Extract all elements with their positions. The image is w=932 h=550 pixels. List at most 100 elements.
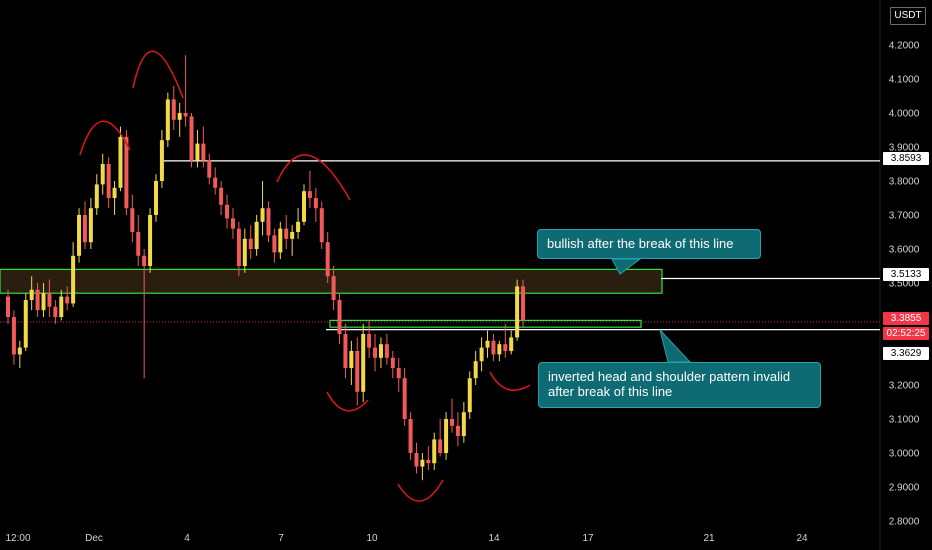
candle-body [260,208,265,222]
x-tick-label: 24 [796,533,808,544]
candle-body [11,317,16,355]
y-tick-label: 4.0000 [889,109,920,120]
y-tick-label: 2.8000 [889,517,920,528]
x-tick-label: 12:00 [5,533,30,544]
upper-line-price-tag: 3.8593 [883,152,929,165]
candle-body [384,344,389,358]
candle-body [307,191,312,198]
candle-body [53,306,58,317]
candle-body [396,368,401,379]
x-tick-label: 10 [366,533,378,544]
invalid-pattern-note[interactable]: inverted head and shoulder pattern inval… [538,362,821,408]
y-tick-label: 4.2000 [889,41,920,52]
candle-body [278,228,283,253]
candle-body [236,228,241,266]
candle-body [461,412,466,436]
candle-body [284,228,289,239]
candle-body [23,300,28,348]
candle-body [47,293,52,307]
candle-body [420,459,425,467]
candle-body [426,459,431,464]
candle-body [219,187,224,205]
candle-body [450,419,454,426]
inverted-head-arc [397,479,444,502]
candle-body [230,218,235,229]
candle-body [35,289,40,311]
candle-body [349,351,354,368]
candle-body [248,238,253,249]
candle-body [59,296,64,317]
y-tick-label: 3.1000 [889,415,920,426]
candle-body [343,334,348,368]
bullish-note[interactable]: bullish after the break of this line [537,229,761,259]
candle-body [402,378,407,419]
candle-body [71,255,76,304]
candle-body [438,439,443,453]
candle-body [390,357,395,368]
candle-body [106,164,111,198]
candles [6,55,526,481]
candle-body [142,255,147,266]
candle-body [367,334,372,348]
candle-body [130,208,135,232]
y-tick-label: 3.8000 [889,177,920,188]
last-price-tag: 3.3855 [883,312,929,325]
candle-body [373,347,378,358]
candle-body [485,340,490,348]
y-tick-label: 4.1000 [889,75,920,86]
candle-body [65,296,70,304]
x-tick-label: 4 [184,533,190,544]
candle-body [408,419,413,453]
resistance-zone [0,268,663,294]
y-tick-label: 3.5000 [889,279,920,290]
candle-body [432,439,437,464]
x-tick-label: 14 [488,533,500,544]
candle-body [225,204,230,219]
candle-body [41,293,46,311]
candle-countdown-tag: 02:52:25 [883,327,929,340]
candle-body [195,143,200,161]
inverted-left-shoulder-arc [326,391,369,412]
candle-body [509,337,514,351]
candle-body [148,215,153,266]
candle-body [207,160,212,178]
candle-body [503,344,508,351]
candle-body [467,378,472,413]
neckline-zone [329,319,642,328]
bullish-note-pointer [611,258,642,275]
candle-body [29,289,34,300]
candle-body [497,344,502,355]
candle-body [94,184,99,209]
y-tick-label: 3.6000 [889,245,920,256]
neckline-price-tag: 3.3629 [883,347,929,360]
candle-body [313,198,318,209]
candle-body [254,221,259,249]
candle-body [521,286,526,321]
candle-body [77,215,82,256]
candle-body [444,419,449,453]
candle-body [337,300,342,334]
currency-badge[interactable]: USDT [890,7,926,25]
candle-body [290,232,295,239]
candle-body [319,208,324,243]
invalid-note-pointer [659,328,692,363]
candle-body [112,187,117,198]
x-tick-label: 17 [582,533,594,544]
candle-body [17,347,22,355]
candle-body [325,242,330,277]
candle-body [414,453,419,467]
candle-body [165,99,170,141]
candle-body [201,143,206,161]
candle-body [355,351,360,392]
candle-body [183,113,188,117]
inverted-right-shoulder-arc [489,371,531,392]
candle-body [213,177,218,188]
candle-body [242,238,247,266]
x-tick-label: 7 [278,533,284,544]
x-tick-label: 21 [703,533,715,544]
candle-body [6,296,10,317]
y-tick-label: 2.9000 [889,483,920,494]
right-shoulder-arc [276,154,351,201]
